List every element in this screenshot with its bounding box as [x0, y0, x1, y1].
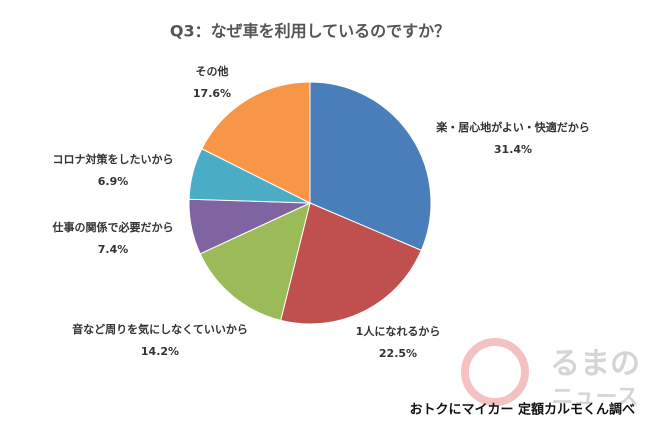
slice-label: 音など周りを気にしなくていいから [72, 322, 248, 336]
value-label: 22.5% [379, 347, 417, 360]
pie-slice [309, 81, 432, 252]
value-label: 6.9% [98, 175, 129, 188]
value-label: 7.4% [98, 243, 129, 256]
source: おトクにマイカー 定額カルモくん調べ [409, 402, 635, 418]
logo-ring [461, 338, 529, 406]
logo-text: ニュース [552, 385, 639, 410]
pie-slice [280, 202, 423, 325]
value-label: 31.4% [494, 143, 532, 156]
value-label: 17.6% [193, 87, 231, 100]
slice-label: 1人になれるから [356, 324, 441, 338]
slice-label: コロナ対策をしたいから [53, 152, 174, 166]
chart-title: Q3：なぜ車を利用しているのですか？ [170, 22, 450, 41]
logo-text: るまの [550, 347, 640, 382]
value-label: 14.2% [141, 345, 179, 358]
slice-label: 仕事の関係で必要だから [52, 220, 174, 234]
logo: るまの ニュース [461, 338, 640, 410]
slice-label: その他 [196, 64, 229, 78]
slice-label: 楽・居心地がよい・快適だから [435, 120, 589, 134]
pie-slice [201, 81, 311, 204]
pie-slice [199, 202, 311, 321]
